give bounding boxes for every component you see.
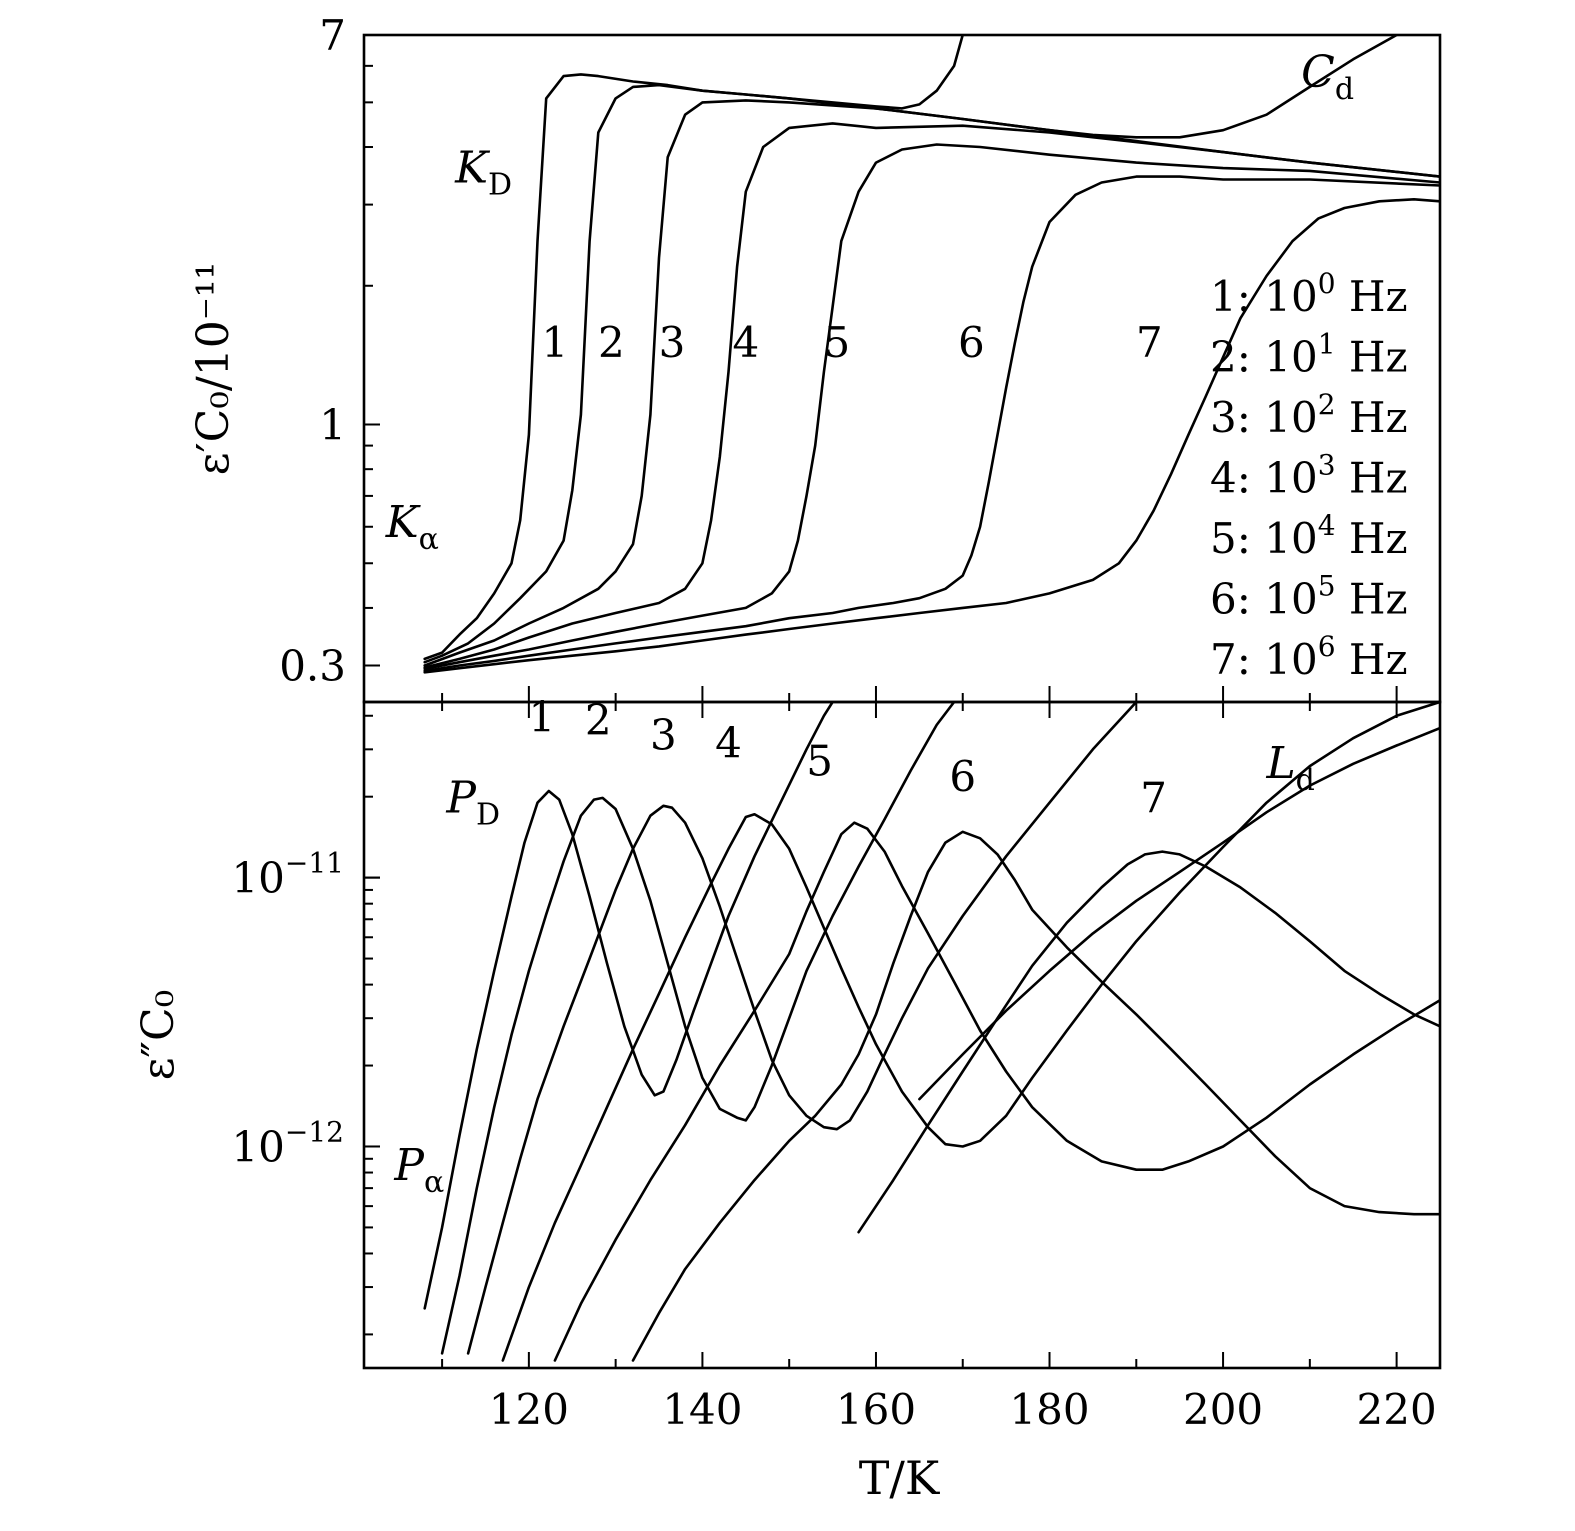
y-ticks: 10−11 10−12 — [231, 714, 380, 1336]
series-label-3: 3 — [650, 710, 677, 759]
legend-entry: 3: 102 Hz — [1210, 388, 1408, 442]
series-group — [423, 35, 1440, 674]
curve-annotation-Cd: Cd — [1301, 47, 1354, 107]
series-line-4 — [423, 122, 1440, 669]
curve-annotation-PD: PD — [445, 772, 500, 832]
y-ticks: 0.3 1 7 — [279, 11, 380, 691]
curve-annotation-Kα: Kα — [385, 497, 439, 557]
series-line-5 — [423, 143, 1440, 671]
series-line-1 — [423, 702, 834, 1310]
curve-annotation-Pα: Pα — [393, 1140, 444, 1200]
series-label-4: 4 — [732, 318, 759, 367]
y-tick-label: 1 — [319, 401, 346, 450]
series-label-3: 3 — [659, 318, 686, 367]
series-line-6 — [423, 175, 1440, 673]
series-line-extra-7 — [918, 726, 1440, 1101]
series-label-4: 4 — [715, 718, 742, 767]
series-label-1: 1 — [542, 318, 569, 367]
series-label-1: 1 — [529, 692, 556, 741]
legend-entry: 6: 105 Hz — [1210, 570, 1408, 624]
series-label-6: 6 — [949, 752, 976, 801]
curve-annotation-KD: KD — [454, 143, 512, 203]
series-label-2: 2 — [585, 696, 612, 745]
legend-entry: 7: 106 Hz — [1210, 630, 1408, 684]
series-label-6: 6 — [958, 318, 985, 367]
x-tick-label: 120 — [489, 1385, 569, 1434]
series-line-7 — [423, 198, 1440, 674]
series-label-5: 5 — [806, 736, 833, 785]
y-tick-label: 0.3 — [279, 642, 346, 691]
y-tick-label: 10−12 — [231, 1115, 344, 1171]
series-line-6 — [631, 830, 1440, 1362]
series-group — [423, 702, 1440, 1362]
series-line-5 — [553, 821, 1440, 1362]
curve-annotation-Ld: Ld — [1265, 738, 1314, 798]
x-tick-label: 160 — [836, 1385, 916, 1434]
series-line-3 — [423, 99, 1440, 667]
plot-frame — [362, 700, 1442, 1370]
x-tick-label: 140 — [662, 1385, 742, 1434]
series-line-1 — [423, 35, 964, 661]
series-label-7: 7 — [1136, 318, 1163, 367]
legend: 1: 100 Hz 2: 101 Hz 3: 102 Hz 4: 103 Hz 5: 1… — [1210, 267, 1408, 684]
series-label-2: 2 — [598, 318, 625, 367]
legend-entry: 5: 104 Hz — [1210, 509, 1408, 563]
y-axis-label: ε′C₀/10⁻¹¹ — [188, 262, 239, 475]
legend-entry: 2: 101 Hz — [1210, 328, 1408, 382]
series-line-3 — [466, 702, 1138, 1355]
bottom-panel: 10−11 10−12 ε″C₀ PD Pα Ld 1 2 3 4 5 6 7 — [133, 692, 1442, 1370]
series-label-7: 7 — [1140, 773, 1167, 822]
y-tick-label: 10−11 — [231, 847, 344, 903]
x-axis-label: T/K — [859, 1451, 941, 1505]
series-label-5: 5 — [824, 318, 851, 367]
y-tick-label: 7 — [319, 11, 346, 60]
series-line-2 — [440, 702, 956, 1355]
x-tick-label: 200 — [1183, 1385, 1263, 1434]
x-axis: 120 140 160 180 200 220 — [441, 686, 1437, 1434]
legend-entry: 1: 100 Hz — [1210, 267, 1408, 321]
x-tick-label: 220 — [1357, 1385, 1437, 1434]
series-line-2 — [423, 35, 1398, 664]
series-line-4 — [501, 702, 1440, 1362]
x-tick-label: 180 — [1009, 1385, 1089, 1434]
y-axis-label: ε″C₀ — [133, 990, 184, 1081]
series-line-7 — [857, 850, 1440, 1234]
legend-entry: 4: 103 Hz — [1210, 449, 1408, 503]
